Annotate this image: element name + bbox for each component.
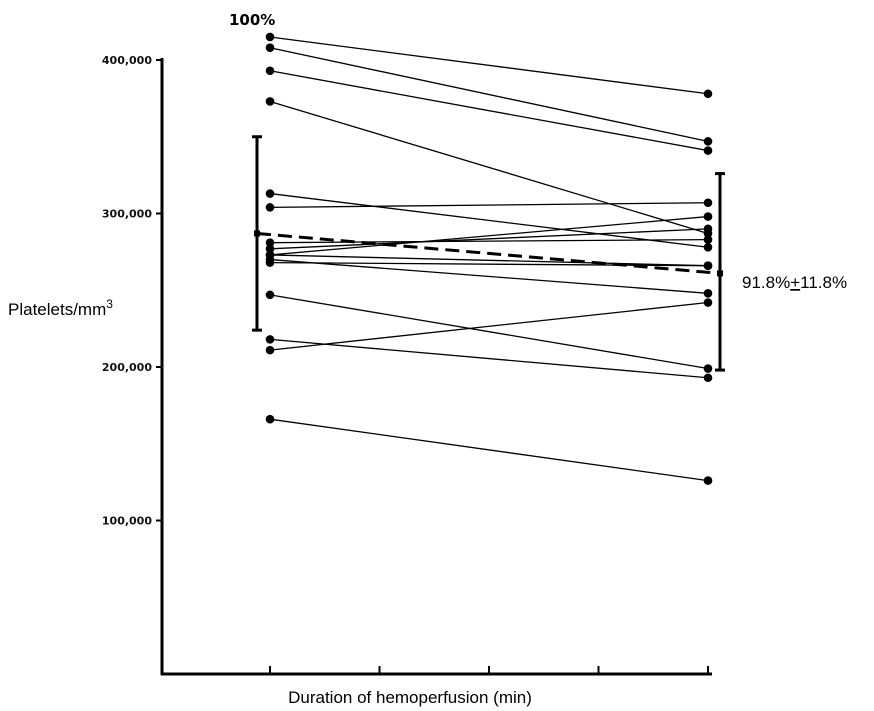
y-ticks: 100,000 200,000 300,000 400,000 [102,54,162,528]
start-percent-label: 100% [229,11,275,29]
data-point [703,89,713,99]
y-axis-label-main: Platelets/mm [8,300,106,319]
data-point [703,289,713,298]
mean-marker [717,270,723,277]
data-point [265,335,275,344]
y-tick-label: 200,000 [102,361,152,374]
series-line [269,254,709,267]
data-point [265,203,275,212]
y-axis-label: Platelets/mm3 [8,297,113,319]
data-point [265,258,275,267]
series-line [269,418,709,482]
data-point [703,476,713,485]
data-point [265,238,275,247]
data-point [265,66,275,76]
data-point [703,146,713,155]
data-point [703,242,713,252]
series-line [269,202,709,209]
data-point [265,97,275,106]
y-axis-label-sup: 3 [106,297,113,311]
series-line [269,192,709,248]
series-line [269,100,709,235]
data-point [703,364,713,373]
data-point [703,137,713,146]
data-point [703,373,713,383]
data-point [265,290,275,300]
series-line [269,338,709,379]
series-line [269,294,709,370]
mean-line [256,231,721,275]
data-point [703,212,713,221]
data-point [265,345,275,355]
series-lines [269,36,709,482]
data-point [703,235,713,244]
data-point [703,298,713,307]
data-point [703,224,713,234]
data-point [703,198,713,208]
data-point [703,261,713,270]
series-line [269,47,709,142]
end-sd-percent: 11.8% [800,273,847,292]
end-percent-label: 91.8%+11.8% [742,273,847,292]
series-line [269,70,709,152]
series-line [269,228,709,250]
series-line [269,258,709,294]
data-points [265,32,713,485]
y-tick-label: 300,000 [102,208,152,221]
data-point [265,414,275,424]
series-line [269,215,709,256]
series-line [269,36,709,95]
end-plus-minus: + [790,273,800,292]
data-point [265,32,275,42]
y-tick-label: 400,000 [102,54,152,67]
mean-marker [254,230,260,237]
axes [160,58,712,676]
series-line [269,301,709,351]
data-point [265,43,275,53]
x-axis-label: Duration of hemoperfusion (min) [288,688,532,707]
data-point [265,244,275,254]
mean-line-group [254,230,723,277]
series-line [269,238,709,244]
x-ticks [269,666,709,674]
y-tick-label: 100,000 [102,515,152,528]
end-mean-percent: 91.8% [742,273,790,292]
data-point [265,189,275,198]
